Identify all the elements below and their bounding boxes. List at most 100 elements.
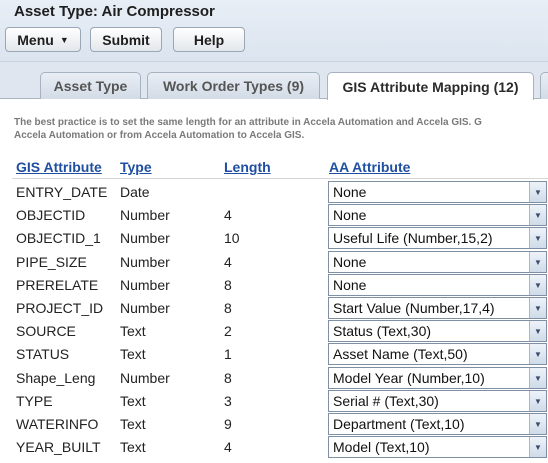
aa-attribute-select[interactable]: None ▼: [328, 274, 547, 296]
aa-attribute-select[interactable]: Serial # (Text,30) ▼: [328, 390, 547, 412]
table-row: TYPE Text 3 Serial # (Text,30) ▼: [0, 390, 548, 413]
aa-attribute-select[interactable]: Start Value (Number,17,4) ▼: [328, 297, 547, 319]
page-header: Asset Type: Air Compressor Menu ▼ Submit…: [0, 0, 548, 62]
type-cell: Text: [120, 323, 146, 339]
length-cell: 9: [224, 416, 232, 432]
header-divider: [12, 178, 548, 179]
table-row: SOURCE Text 2 Status (Text,30) ▼: [0, 320, 548, 343]
length-cell: 8: [224, 277, 232, 293]
help-button[interactable]: Help: [173, 27, 245, 52]
table-row: OBJECTID Number 4 None ▼: [0, 204, 548, 227]
type-cell: Number: [120, 254, 170, 270]
chevron-down-icon[interactable]: ▼: [529, 228, 546, 248]
menu-button[interactable]: Menu ▼: [5, 27, 81, 52]
table-row: PROJECT_ID Number 8 Start Value (Number,17,…: [0, 297, 548, 320]
type-cell: Text: [120, 346, 146, 362]
type-cell: Number: [120, 230, 170, 246]
aa-attribute-value: Asset Name (Text,50): [333, 346, 468, 362]
gis-attribute-cell: Shape_Leng: [16, 370, 96, 386]
gis-attribute-cell: STATUS: [16, 346, 70, 362]
gis-attribute-cell: OBJECTID_1: [16, 230, 101, 246]
aa-attribute-value: None: [333, 184, 367, 200]
table-row: YEAR_BUILT Text 4 Model (Text,10) ▼: [0, 436, 548, 459]
table-row: PIPE_SIZE Number 4 None ▼: [0, 251, 548, 274]
aa-attribute-value: Status (Text,30): [333, 323, 432, 339]
chevron-down-icon[interactable]: ▼: [529, 414, 546, 434]
gis-attribute-cell: TYPE: [16, 393, 53, 409]
aa-attribute-value: None: [333, 277, 367, 293]
tab-bar: Asset Type Work Order Types (9) GIS Attr…: [0, 62, 548, 100]
gis-attribute-cell: WATERINFO: [16, 416, 99, 432]
aa-attribute-value: Start Value (Number,17,4): [333, 300, 495, 316]
chevron-down-icon[interactable]: ▼: [529, 368, 546, 388]
type-cell: Text: [120, 416, 146, 432]
aa-attribute-value: Model Year (Number,10): [333, 370, 485, 386]
aa-attribute-select[interactable]: Useful Life (Number,15,2) ▼: [328, 227, 547, 249]
note-line-2: Accela Automation or from Accela Automat…: [14, 130, 305, 141]
length-cell: 8: [224, 300, 232, 316]
column-header-length[interactable]: Length: [224, 159, 271, 175]
gis-attribute-cell: ENTRY_DATE: [16, 184, 108, 200]
tab-gis-attribute-mapping[interactable]: GIS Attribute Mapping (12): [327, 72, 534, 100]
aa-attribute-select[interactable]: Status (Text,30) ▼: [328, 320, 547, 342]
tab-asset-type[interactable]: Asset Type: [40, 72, 141, 99]
length-cell: 4: [224, 207, 232, 223]
table-row: ENTRY_DATE Date None ▼: [0, 181, 548, 204]
aa-attribute-select[interactable]: None ▼: [328, 181, 547, 203]
column-header-gis-attribute[interactable]: GIS Attribute: [16, 159, 102, 175]
length-cell: 8: [224, 370, 232, 386]
length-cell: 4: [224, 254, 232, 270]
chevron-down-icon[interactable]: ▼: [529, 182, 546, 202]
type-cell: Number: [120, 300, 170, 316]
aa-attribute-select[interactable]: None ▼: [328, 204, 547, 226]
page-title: Asset Type: Air Compressor: [14, 3, 215, 20]
table-row: STATUS Text 1 Asset Name (Text,50) ▼: [0, 343, 548, 366]
chevron-down-icon[interactable]: ▼: [529, 275, 546, 295]
type-cell: Number: [120, 370, 170, 386]
aa-attribute-value: Department (Text,10): [333, 416, 465, 432]
type-cell: Number: [120, 277, 170, 293]
length-cell: 4: [224, 439, 232, 455]
chevron-down-icon: ▼: [59, 34, 69, 45]
type-cell: Date: [120, 184, 150, 200]
column-header-aa-attribute[interactable]: AA Attribute: [329, 159, 411, 175]
chevron-down-icon[interactable]: ▼: [529, 252, 546, 272]
aa-attribute-select[interactable]: Asset Name (Text,50) ▼: [328, 343, 547, 365]
type-cell: Number: [120, 207, 170, 223]
table-row: OBJECTID_1 Number 10 Useful Life (Number,15…: [0, 227, 548, 250]
tab-overflow[interactable]: [540, 72, 548, 99]
table-row: PRERELATE Number 8 None ▼: [0, 274, 548, 297]
aa-attribute-select[interactable]: Model Year (Number,10) ▼: [328, 367, 547, 389]
length-cell: 10: [224, 230, 240, 246]
length-cell: 1: [224, 346, 232, 362]
aa-attribute-value: Serial # (Text,30): [333, 393, 439, 409]
best-practice-note: The best practice is to set the same len…: [14, 116, 548, 142]
length-cell: 3: [224, 393, 232, 409]
table-row: WATERINFO Text 9 Department (Text,10) ▼: [0, 413, 548, 436]
chevron-down-icon[interactable]: ▼: [529, 321, 546, 341]
tab-work-order-types[interactable]: Work Order Types (9): [147, 72, 320, 99]
chevron-down-icon[interactable]: ▼: [529, 391, 546, 411]
chevron-down-icon[interactable]: ▼: [529, 298, 546, 318]
gis-attribute-cell: OBJECTID: [16, 207, 86, 223]
chevron-down-icon[interactable]: ▼: [529, 205, 546, 225]
aa-attribute-select[interactable]: Model (Text,10) ▼: [328, 436, 547, 458]
gis-attribute-cell: SOURCE: [16, 323, 76, 339]
aa-attribute-select[interactable]: Department (Text,10) ▼: [328, 413, 547, 435]
gis-attribute-cell: PROJECT_ID: [16, 300, 104, 316]
chevron-down-icon[interactable]: ▼: [529, 437, 546, 457]
table-row: Shape_Leng Number 8 Model Year (Number,10) ▼: [0, 367, 548, 390]
gis-attribute-cell: PRERELATE: [16, 277, 99, 293]
aa-attribute-select[interactable]: None ▼: [328, 251, 547, 273]
menu-button-label: Menu: [17, 31, 54, 48]
aa-attribute-value: None: [333, 254, 367, 270]
submit-button[interactable]: Submit: [90, 27, 162, 52]
gis-attribute-cell: YEAR_BUILT: [16, 439, 101, 455]
aa-attribute-value: Model (Text,10): [333, 439, 430, 455]
column-header-type[interactable]: Type: [120, 159, 152, 175]
chevron-down-icon[interactable]: ▼: [529, 344, 546, 364]
gis-attribute-cell: PIPE_SIZE: [16, 254, 87, 270]
type-cell: Text: [120, 439, 146, 455]
aa-attribute-value: Useful Life (Number,15,2): [333, 230, 493, 246]
length-cell: 2: [224, 323, 232, 339]
